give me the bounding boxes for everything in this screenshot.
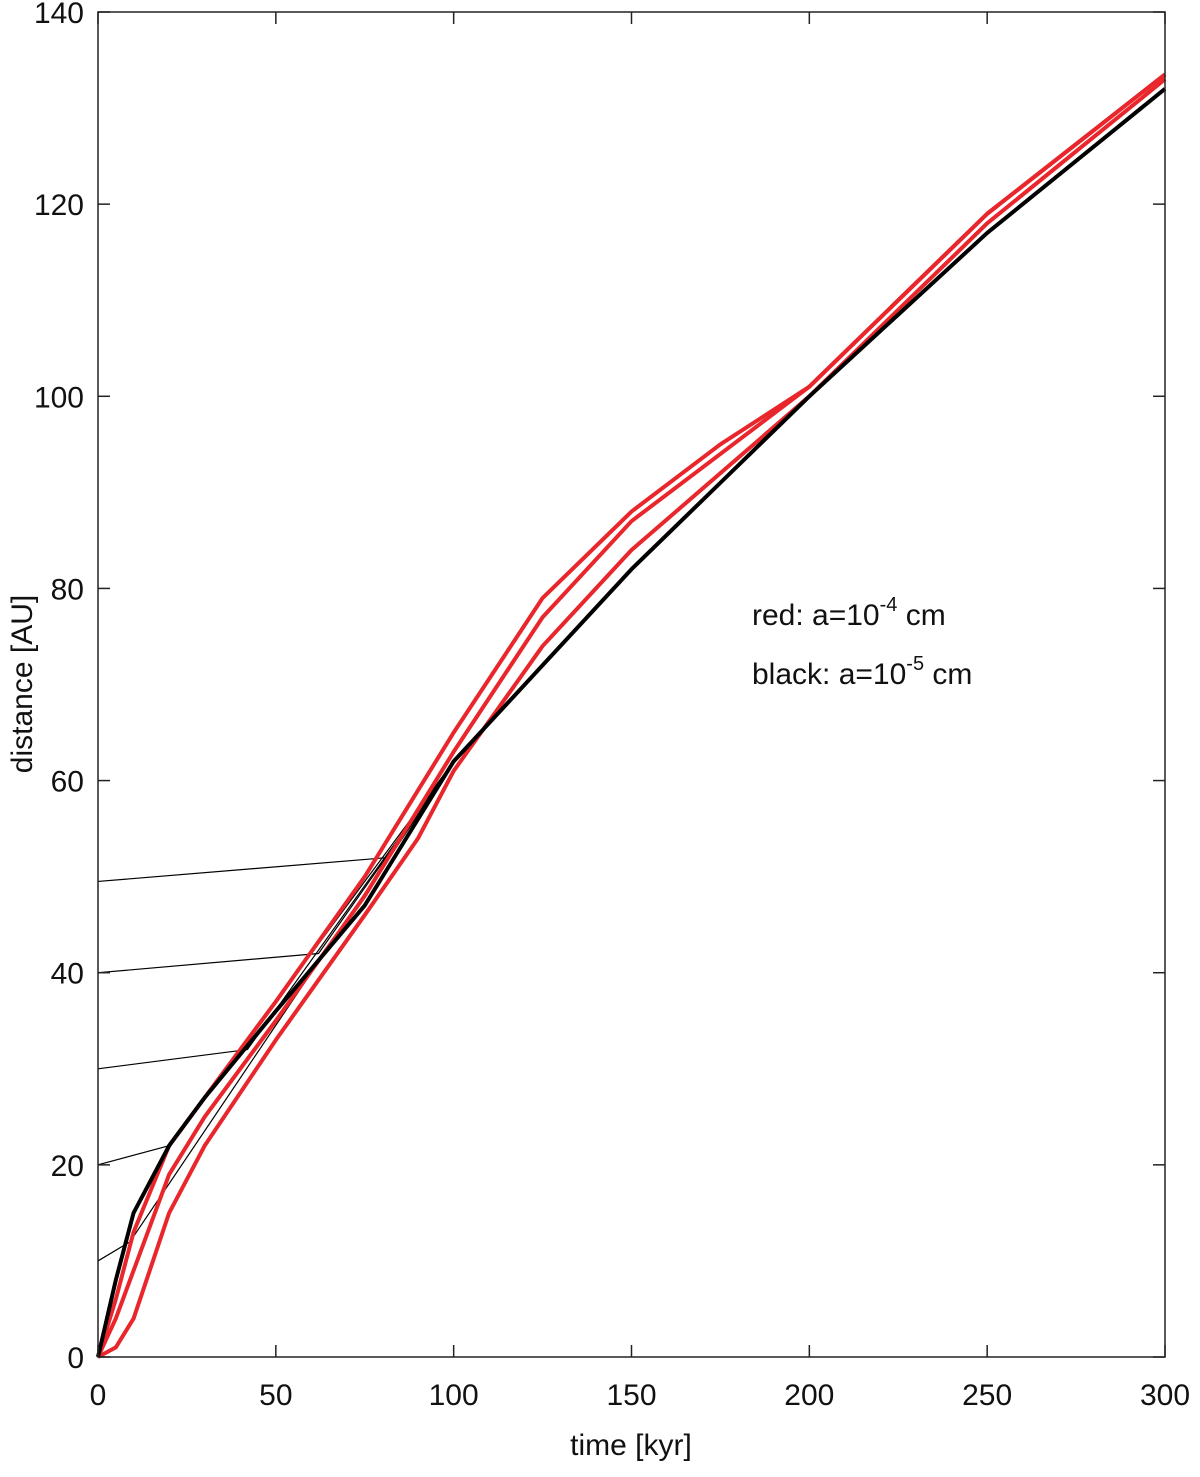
x-tick-label: 250: [962, 1379, 1012, 1412]
annotation: black: a=10-5 cm: [752, 653, 972, 691]
y-tick-label: 80: [51, 573, 84, 606]
x-axis-label: time [kyr]: [570, 1429, 692, 1462]
data-line: [97, 88, 1166, 1262]
x-tick-label: 0: [90, 1379, 107, 1412]
x-tick-label: 100: [429, 1379, 479, 1412]
annotation-sup: -5: [906, 653, 924, 675]
data-line: [96, 87, 1167, 1358]
y-tick-label: 40: [51, 958, 84, 991]
x-tick-label: 50: [259, 1379, 292, 1412]
data-line: [97, 88, 1166, 1166]
annotation: red: a=10-4 cm: [752, 594, 946, 632]
y-tick-label: 140: [34, 0, 84, 30]
data-line: [97, 88, 1166, 974]
data-line: [97, 77, 1167, 1359]
annotation-text: red: a=10: [752, 599, 880, 632]
y-tick-label: 60: [51, 766, 84, 799]
annotation-suffix: cm: [924, 658, 972, 691]
x-tick-label: 300: [1140, 1379, 1190, 1412]
annotation-suffix: cm: [897, 599, 945, 632]
data-line: [96, 72, 1167, 1358]
y-axis-label: distance [AU]: [6, 595, 39, 773]
x-tick-label: 200: [784, 1379, 834, 1412]
x-tick-label: 150: [606, 1379, 656, 1412]
plot-frame: [97, 11, 1166, 1358]
annotation-text: black: a=10: [752, 658, 906, 691]
y-tick-label: 100: [34, 381, 84, 414]
annotation-sup: -4: [880, 594, 898, 616]
data-line: [96, 72, 1167, 1358]
y-tick-label: 120: [34, 189, 84, 222]
y-tick-label: 0: [67, 1342, 84, 1375]
data-line: [97, 88, 1166, 1070]
y-tick-label: 20: [51, 1150, 84, 1183]
